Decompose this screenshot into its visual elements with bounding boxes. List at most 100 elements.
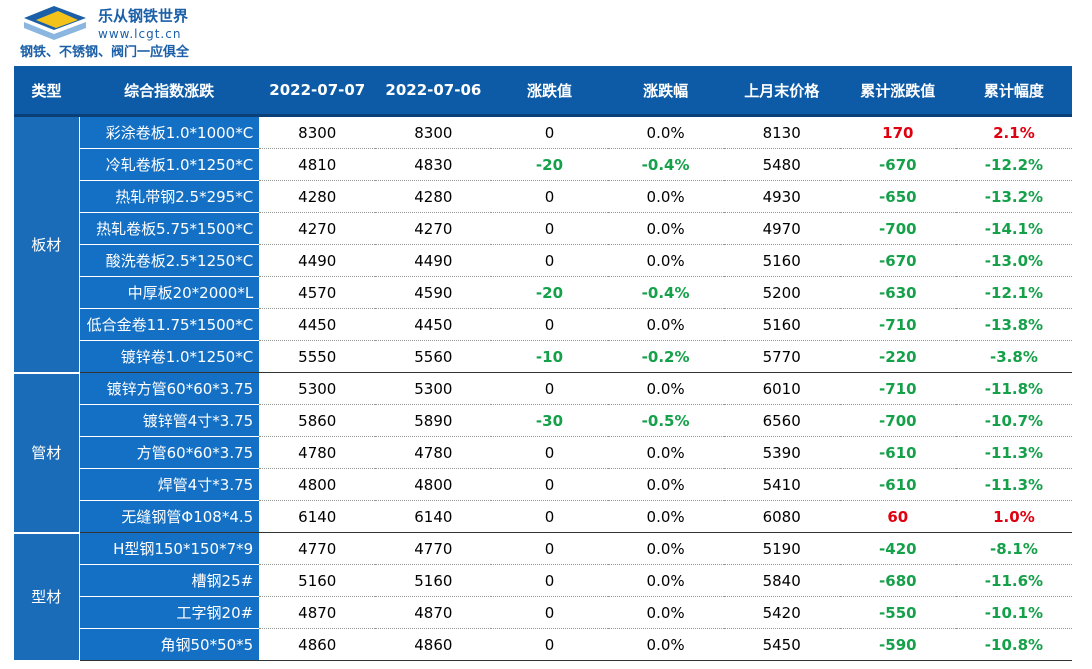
- cell: 5410: [723, 468, 840, 501]
- cell: 5300: [375, 372, 492, 405]
- table-row: 焊管4寸*3.75 4800 4800 0 0.0% 5410 -610 -11.3%: [14, 468, 1072, 501]
- cell: -10: [491, 340, 608, 373]
- group-label: 板材: [14, 115, 80, 374]
- cell: 4970: [723, 212, 840, 245]
- cell: 0.0%: [607, 500, 724, 533]
- cell: 2.1%: [955, 115, 1072, 149]
- cell: 4450: [375, 308, 492, 341]
- table-row: 无缝钢管Φ108*4.5 6140 6140 0 0.0% 6080 60 1.0%: [14, 500, 1072, 533]
- table-row: 低合金卷11.75*1500*C 4450 4450 0 0.0% 5160 -710 -13…: [14, 308, 1072, 341]
- cell: 0: [491, 308, 608, 341]
- cell: -710: [839, 372, 956, 405]
- column-header: 综合指数涨跌: [79, 66, 260, 117]
- table-row: 型材 H型钢150*150*7*9 4770 4770 0 0.0% 5190 -420 -8.…: [14, 532, 1072, 662]
- cell: -12.1%: [955, 276, 1072, 309]
- cell: 170: [839, 115, 956, 149]
- table-row: 管材 镀锌方管60*60*3.75 5300 5300 0 0.0% 6010 -710 -11…: [14, 372, 1072, 534]
- cell: 4930: [723, 180, 840, 213]
- cell: 5770: [723, 340, 840, 373]
- cell: -13.8%: [955, 308, 1072, 341]
- cell: 5450: [723, 628, 840, 661]
- cell: 4270: [375, 212, 492, 245]
- cell: -13.0%: [955, 244, 1072, 277]
- column-header: 涨跌值: [491, 66, 608, 117]
- cell: 5480: [723, 148, 840, 181]
- cell: -10.1%: [955, 596, 1072, 629]
- cell: -10.8%: [955, 628, 1072, 661]
- cell: 4780: [375, 436, 492, 469]
- cell: -420: [839, 532, 956, 565]
- cell: 4800: [259, 468, 376, 501]
- product-name: 冷轧卷板1.0*1250*C: [79, 148, 260, 181]
- cell: 0.0%: [607, 180, 724, 213]
- cell: 0: [491, 596, 608, 629]
- table-row: 热轧带钢2.5*295*C 4280 4280 0 0.0% 4930 -650 -13.2%: [14, 180, 1072, 213]
- product-name: 方管60*60*3.75: [79, 436, 260, 469]
- cell: 0.0%: [607, 372, 724, 405]
- product-name: 热轧卷板5.75*1500*C: [79, 212, 260, 245]
- table-row: 中厚板20*2000*L 4570 4590 -20 -0.4% 5200 -630 -12.…: [14, 276, 1072, 309]
- url: www.lcgt.cn: [98, 27, 181, 41]
- table-row: 镀锌卷1.0*1250*C 5550 5560 -10 -0.2% 5770 -220 -3.…: [14, 340, 1072, 373]
- cell: -670: [839, 148, 956, 181]
- cell: -700: [839, 404, 956, 437]
- cell: -590: [839, 628, 956, 661]
- table-row: 镀锌管4寸*3.75 5860 5890 -30 -0.5% 6560 -700 -10.7%: [14, 404, 1072, 437]
- column-header: 累计幅度: [955, 66, 1072, 117]
- product-name: 镀锌方管60*60*3.75: [79, 372, 260, 405]
- cell: 0.0%: [607, 596, 724, 629]
- cell: 6140: [375, 500, 492, 533]
- cell: -14.1%: [955, 212, 1072, 245]
- cell: -11.3%: [955, 436, 1072, 469]
- column-header: 2022-07-06: [375, 66, 492, 117]
- product-name: 焊管4寸*3.75: [79, 468, 260, 501]
- cell: -11.3%: [955, 468, 1072, 501]
- table-row: 工字钢20# 4870 4870 0 0.0% 5420 -550 -10.1%: [14, 596, 1072, 629]
- cell: -550: [839, 596, 956, 629]
- cell: 0: [491, 436, 608, 469]
- logo: 乐从钢铁世界 www.lcgt.cn 钢铁、不锈钢、阀门一应俱全: [20, 6, 190, 60]
- cell: 4770: [375, 532, 492, 565]
- cell: -0.2%: [607, 340, 724, 373]
- logo-icon: [24, 22, 86, 40]
- group-label: 管材: [14, 372, 80, 534]
- cell: -30: [491, 404, 608, 437]
- cell: 6140: [259, 500, 376, 533]
- cell: 0.0%: [607, 244, 724, 277]
- cell: 4870: [259, 596, 376, 629]
- cell: 8130: [723, 115, 840, 149]
- product-name: 酸洗卷板2.5*1250*C: [79, 244, 260, 277]
- cell: 4810: [259, 148, 376, 181]
- cell: 0: [491, 212, 608, 245]
- cell: 0.0%: [607, 308, 724, 341]
- cell: 0: [491, 372, 608, 405]
- cell: 4860: [259, 628, 376, 661]
- cell: 5200: [723, 276, 840, 309]
- cell: 5390: [723, 436, 840, 469]
- cell: -11.6%: [955, 564, 1072, 597]
- cell: 0.0%: [607, 564, 724, 597]
- cell: 0: [491, 628, 608, 661]
- cell: 5300: [259, 372, 376, 405]
- table-row: 角钢50*50*5 4860 4860 0 0.0% 5450 -590 -10.8%: [14, 628, 1072, 661]
- cell: 5160: [723, 244, 840, 277]
- cell: 0: [491, 244, 608, 277]
- cell: -610: [839, 468, 956, 501]
- cell: 0.0%: [607, 115, 724, 149]
- cell: 0: [491, 115, 608, 149]
- price-table: 类型 综合指数涨跌 2022-07-07 2022-07-06 涨跌值 涨跌幅 上月末价格累…: [14, 66, 1072, 662]
- cell: -0.4%: [607, 148, 724, 181]
- product-name: 低合金卷11.75*1500*C: [79, 308, 260, 341]
- column-header: 涨跌幅: [607, 66, 724, 117]
- product-name: 镀锌管4寸*3.75: [79, 404, 260, 437]
- cell: 60: [839, 500, 956, 533]
- product-name: 槽钢25#: [79, 564, 260, 597]
- cell: 6560: [723, 404, 840, 437]
- cell: 4870: [375, 596, 492, 629]
- cell: -0.5%: [607, 404, 724, 437]
- cell: 0.0%: [607, 532, 724, 565]
- cell: 0: [491, 468, 608, 501]
- cell: 0.0%: [607, 212, 724, 245]
- cell: 6010: [723, 372, 840, 405]
